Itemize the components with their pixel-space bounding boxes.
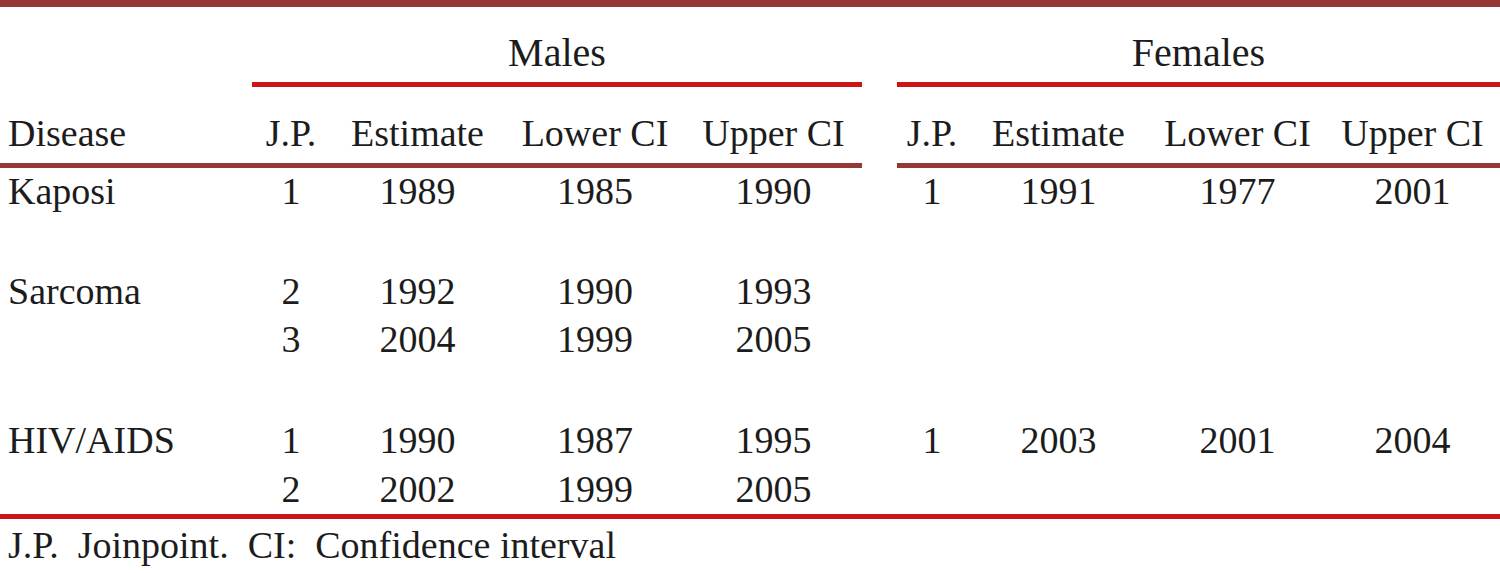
- data-cell: 1999: [505, 466, 685, 514]
- data-cell: [685, 216, 862, 268]
- gap-cell: [862, 316, 897, 364]
- data-cell: 1993: [685, 268, 862, 316]
- column-header-males-upper-ci: Upper CI: [685, 87, 862, 168]
- data-cell: 2001: [1150, 416, 1325, 466]
- data-cell: [967, 216, 1150, 268]
- data-cell: [1150, 216, 1325, 268]
- column-header-gap: [862, 87, 897, 168]
- data-cell: [505, 364, 685, 416]
- data-cell: 2005: [685, 466, 862, 514]
- column-header-females-upper-ci: Upper CI: [1325, 87, 1500, 168]
- data-cell: [1150, 466, 1325, 514]
- data-cell: 1990: [330, 416, 505, 466]
- data-cell: 1995: [685, 416, 862, 466]
- gap-cell: [862, 268, 897, 316]
- data-cell: 3: [252, 316, 330, 364]
- data-cell: [685, 364, 862, 416]
- group-gap: [862, 7, 897, 87]
- data-cell: [1325, 216, 1500, 268]
- data-cell: 2: [252, 466, 330, 514]
- data-cell: [505, 216, 685, 268]
- data-cell: 1977: [1150, 168, 1325, 216]
- gap-cell: [862, 364, 897, 416]
- data-cell: [1150, 364, 1325, 416]
- gap-cell: [862, 168, 897, 216]
- data-cell: [1325, 364, 1500, 416]
- data-cell: 1989: [330, 168, 505, 216]
- group-header-females: Females: [897, 7, 1500, 87]
- data-cell: [252, 216, 330, 268]
- data-cell: [967, 268, 1150, 316]
- data-cell: [897, 316, 967, 364]
- data-cell: 1990: [685, 168, 862, 216]
- data-cell: 1991: [967, 168, 1150, 216]
- data-cell: 1987: [505, 416, 685, 466]
- disease-cell: HIV/AIDS: [0, 416, 252, 466]
- disease-cell: [0, 364, 252, 416]
- disease-cell: Sarcoma: [0, 268, 252, 316]
- disease-cell: [0, 466, 252, 514]
- data-cell: [897, 216, 967, 268]
- gap-cell: [862, 216, 897, 268]
- data-cell: [967, 466, 1150, 514]
- disease-cell: [0, 316, 252, 364]
- data-cell: 2001: [1325, 168, 1500, 216]
- column-header-males-estimate: Estimate: [330, 87, 505, 168]
- data-cell: 1: [897, 168, 967, 216]
- data-table: Males Females Disease J.P. Estimate Lowe…: [0, 7, 1500, 514]
- group-header-spacer: [0, 7, 252, 87]
- data-cell: 2004: [330, 316, 505, 364]
- column-header-males-lower-ci: Lower CI: [505, 87, 685, 168]
- table-footnote: J.P. Joinpoint. CI: Confidence interval: [0, 519, 1500, 567]
- disease-cell: Kaposi: [0, 168, 252, 216]
- data-cell: 1990: [505, 268, 685, 316]
- data-cell: [1325, 466, 1500, 514]
- data-cell: [1150, 268, 1325, 316]
- data-cell: [967, 316, 1150, 364]
- data-cell: 2: [252, 268, 330, 316]
- joinpoint-table: Males Females Disease J.P. Estimate Lowe…: [0, 0, 1500, 573]
- data-cell: [1325, 316, 1500, 364]
- top-rule: [0, 0, 1500, 7]
- group-header-males: Males: [252, 7, 862, 87]
- data-cell: [252, 364, 330, 416]
- data-cell: 1992: [330, 268, 505, 316]
- data-cell: [897, 268, 967, 316]
- column-header-males-jp: J.P.: [252, 87, 330, 168]
- data-cell: 1: [897, 416, 967, 466]
- data-cell: 1999: [505, 316, 685, 364]
- data-cell: [967, 364, 1150, 416]
- data-cell: [1325, 268, 1500, 316]
- data-cell: 2005: [685, 316, 862, 364]
- data-cell: [330, 364, 505, 416]
- column-header-females-jp: J.P.: [897, 87, 967, 168]
- data-cell: [897, 364, 967, 416]
- data-cell: 1: [252, 168, 330, 216]
- gap-cell: [862, 466, 897, 514]
- data-cell: [1150, 316, 1325, 364]
- data-cell: 1985: [505, 168, 685, 216]
- gap-cell: [862, 416, 897, 466]
- column-header-disease: Disease: [0, 87, 252, 168]
- data-cell: [330, 216, 505, 268]
- data-cell: 1: [252, 416, 330, 466]
- data-cell: [897, 466, 967, 514]
- disease-cell: [0, 216, 252, 268]
- column-header-females-estimate: Estimate: [967, 87, 1150, 168]
- column-header-females-lower-ci: Lower CI: [1150, 87, 1325, 168]
- data-cell: 2003: [967, 416, 1150, 466]
- data-cell: 2002: [330, 466, 505, 514]
- data-cell: 2004: [1325, 416, 1500, 466]
